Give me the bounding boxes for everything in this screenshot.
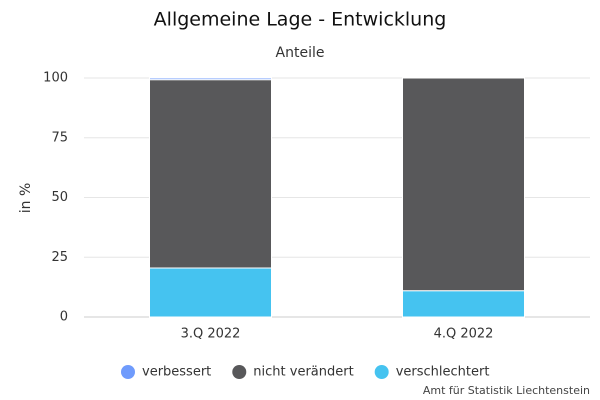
x-tick-label: 4.Q 2022 — [434, 327, 494, 342]
legend-marker — [121, 365, 135, 379]
y-axis-label: in % — [18, 183, 34, 214]
legend-label: verschlechtert — [396, 365, 490, 380]
legend-marker — [374, 365, 389, 379]
y-tick-label: 25 — [51, 250, 68, 265]
y-tick-label: 0 — [60, 310, 68, 325]
bar-segment — [402, 77, 525, 292]
bar-segment — [149, 77, 272, 81]
chart-title: Allgemeine Lage - Entwicklung — [154, 9, 447, 31]
legend-marker — [232, 365, 247, 379]
y-tick-label: 50 — [51, 190, 68, 205]
bar-segment — [149, 267, 272, 318]
bar-segment — [402, 290, 525, 318]
legend-label: verbessert — [142, 365, 211, 380]
y-tick-label: 75 — [51, 130, 68, 145]
bar-segment — [149, 79, 272, 269]
chart-subtitle: Anteile — [276, 45, 325, 61]
x-tick-label: 3.Q 2022 — [181, 327, 241, 342]
legend-label: nicht verändert — [253, 365, 353, 380]
y-tick-label: 100 — [43, 71, 68, 86]
credit: Amt für Statistik Liechtenstein — [423, 384, 590, 397]
